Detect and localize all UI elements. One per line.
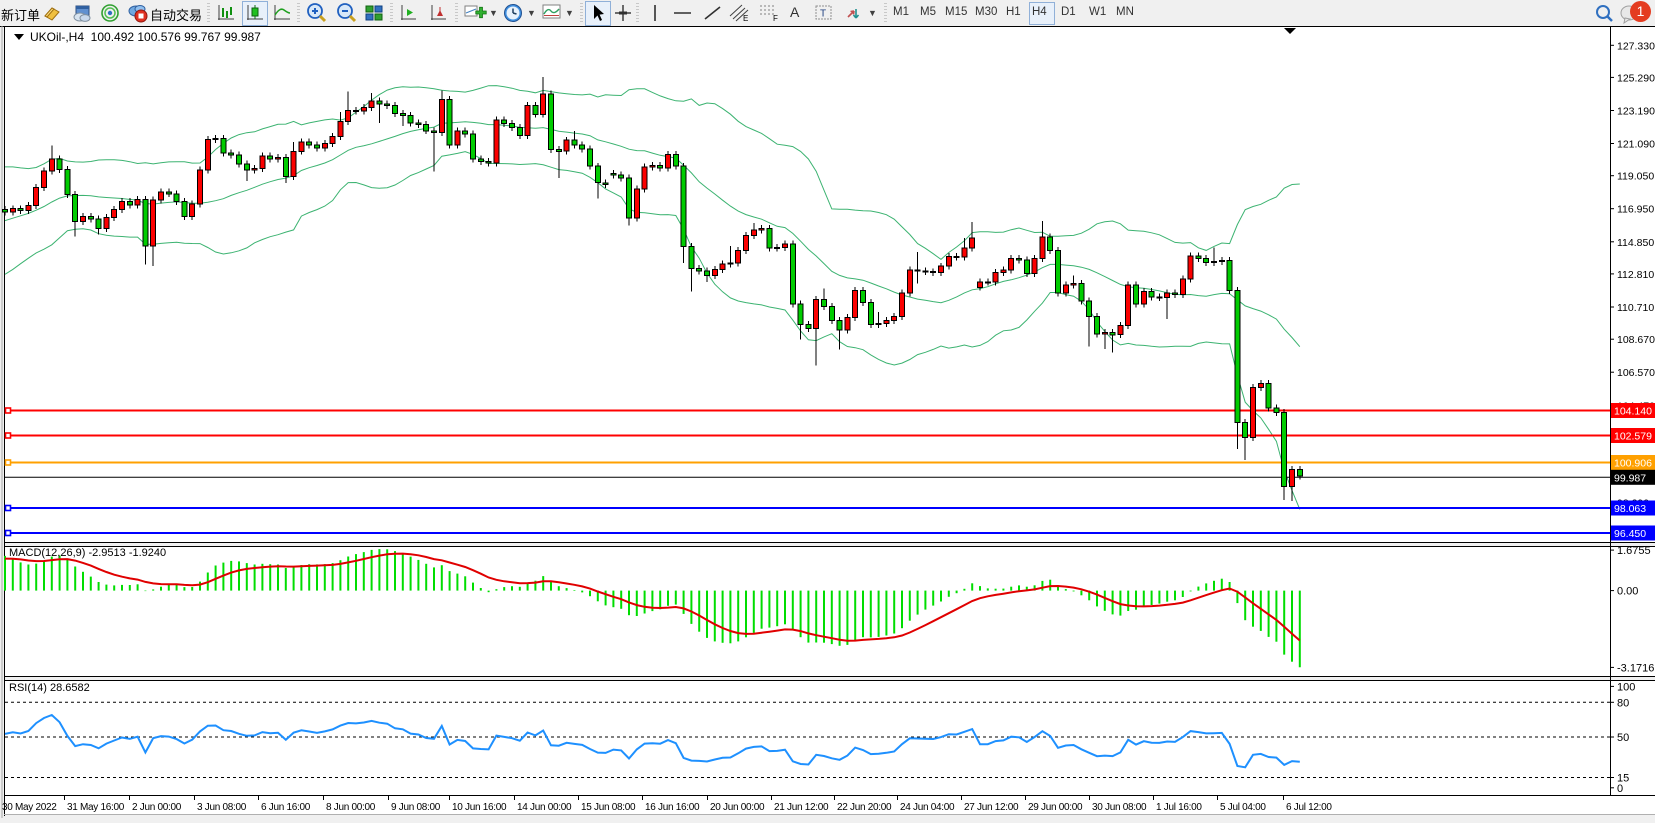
svg-text:106.570: 106.570 — [1617, 367, 1655, 379]
svg-text:30 Jun 08:00: 30 Jun 08:00 — [1092, 802, 1147, 813]
svg-text:15: 15 — [1617, 773, 1629, 785]
svg-text:1 Jul 16:00: 1 Jul 16:00 — [1156, 802, 1202, 813]
svg-text:121.090: 121.090 — [1617, 139, 1655, 151]
svg-text:0: 0 — [1617, 783, 1623, 795]
svg-text:102.579: 102.579 — [1614, 431, 1652, 443]
svg-text:104.140: 104.140 — [1614, 406, 1652, 418]
svg-text:21 Jun 12:00: 21 Jun 12:00 — [774, 802, 829, 813]
svg-text:15 Jun 08:00: 15 Jun 08:00 — [581, 802, 636, 813]
svg-text:27 Jun 12:00: 27 Jun 12:00 — [964, 802, 1019, 813]
svg-text:10 Jun 16:00: 10 Jun 16:00 — [452, 802, 507, 813]
svg-text:116.950: 116.950 — [1617, 204, 1654, 216]
svg-text:20 Jun 00:00: 20 Jun 00:00 — [710, 802, 765, 813]
svg-text:0.00: 0.00 — [1617, 586, 1638, 598]
svg-text:31 May 16:00: 31 May 16:00 — [67, 802, 125, 813]
svg-text:5 Jul 04:00: 5 Jul 04:00 — [1220, 802, 1266, 813]
svg-text:3 Jun 08:00: 3 Jun 08:00 — [197, 802, 247, 813]
svg-text:96.450: 96.450 — [1614, 528, 1646, 540]
svg-text:100: 100 — [1617, 681, 1635, 693]
svg-text:112.810: 112.810 — [1617, 269, 1654, 281]
svg-text:127.330: 127.330 — [1617, 40, 1655, 52]
svg-text:16 Jun 16:00: 16 Jun 16:00 — [645, 802, 700, 813]
svg-text:125.290: 125.290 — [1617, 72, 1655, 84]
svg-text:50: 50 — [1617, 732, 1629, 744]
svg-text:14 Jun 00:00: 14 Jun 00:00 — [517, 802, 572, 813]
svg-text:30 May 2022: 30 May 2022 — [2, 802, 57, 813]
svg-text:-3.1716: -3.1716 — [1617, 662, 1654, 674]
svg-text:100.906: 100.906 — [1614, 458, 1652, 470]
svg-text:108.670: 108.670 — [1617, 334, 1655, 346]
svg-text:98.063: 98.063 — [1614, 503, 1646, 515]
svg-text:2 Jun 00:00: 2 Jun 00:00 — [132, 802, 182, 813]
svg-text:F: F — [773, 14, 778, 23]
svg-text:24 Jun 04:00: 24 Jun 04:00 — [900, 802, 955, 813]
svg-text:22 Jun 20:00: 22 Jun 20:00 — [837, 802, 892, 813]
svg-text:6 Jun 16:00: 6 Jun 16:00 — [261, 802, 311, 813]
svg-text:1.6755: 1.6755 — [1617, 545, 1651, 557]
svg-text:99.987: 99.987 — [1614, 472, 1646, 484]
svg-text:6 Jul 12:00: 6 Jul 12:00 — [1286, 802, 1332, 813]
svg-text:80: 80 — [1617, 697, 1629, 709]
svg-text:MACD(12,26,9) -2.9513 -1.9240: MACD(12,26,9) -2.9513 -1.9240 — [9, 547, 166, 559]
svg-text:T: T — [820, 9, 826, 20]
svg-text:114.850: 114.850 — [1617, 237, 1654, 249]
svg-text:123.190: 123.190 — [1617, 106, 1655, 118]
svg-text:29 Jun 00:00: 29 Jun 00:00 — [1028, 802, 1083, 813]
svg-text:E: E — [743, 14, 748, 23]
svg-text:119.050: 119.050 — [1617, 171, 1654, 183]
svg-text:8 Jun 00:00: 8 Jun 00:00 — [326, 802, 376, 813]
svg-text:9 Jun 08:00: 9 Jun 08:00 — [391, 802, 441, 813]
svg-text:110.710: 110.710 — [1617, 302, 1654, 314]
svg-text:RSI(14) 28.6582: RSI(14) 28.6582 — [9, 682, 90, 694]
svg-text:UKOil-,H4 100.492 100.576 99.: UKOil-,H4 100.492 100.576 99.767 99.987 — [30, 30, 261, 44]
